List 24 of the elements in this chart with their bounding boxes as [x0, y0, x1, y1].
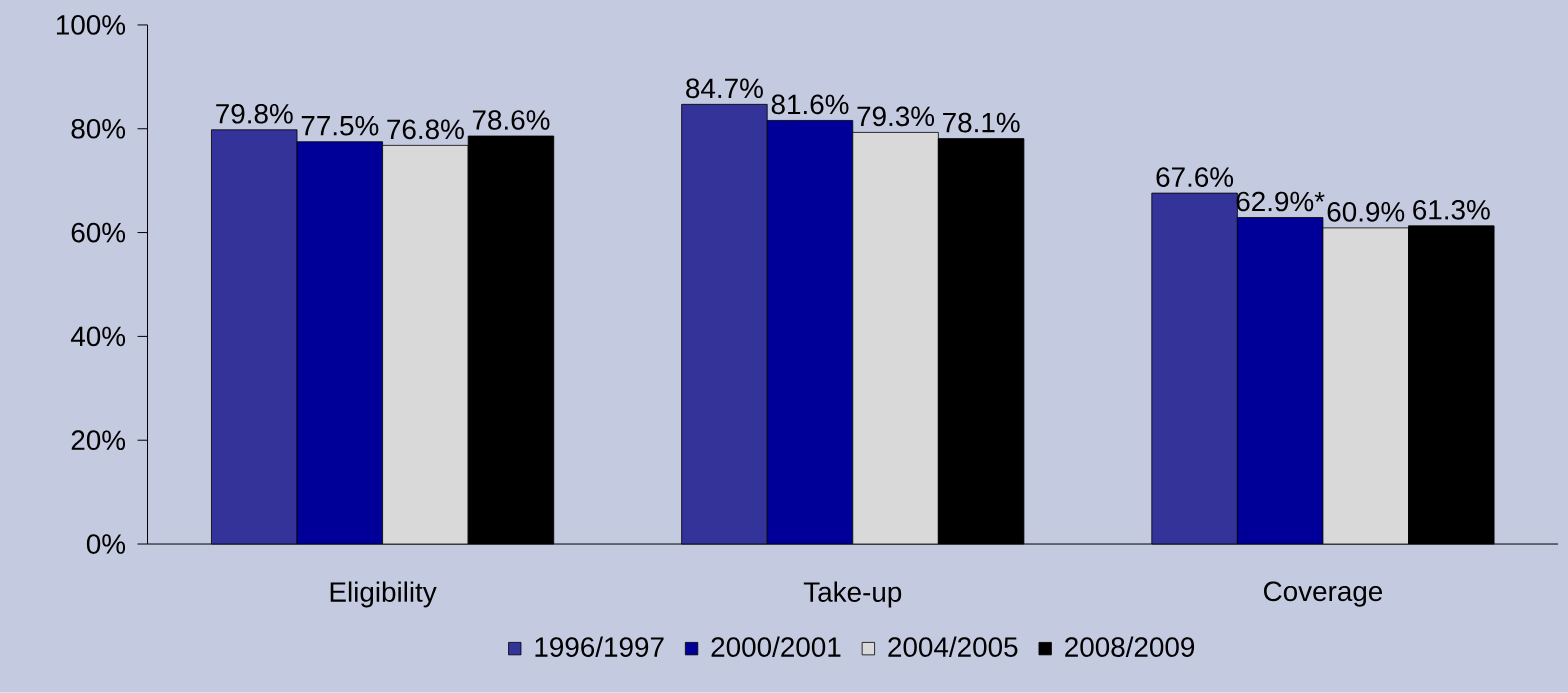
y-tick-label: 0% [86, 534, 126, 554]
x-tick-label: Eligibility [330, 581, 437, 608]
data-label: 78.1% [943, 112, 1020, 133]
y-tick-label: 20% [71, 430, 126, 451]
y-tick-label: 40% [70, 326, 126, 347]
data-label: 81.6% [771, 94, 849, 115]
legend-label: 2000/2001 [711, 636, 841, 657]
x-tick-label: Coverage [1264, 581, 1383, 607]
x-tick-label: Take-up [803, 581, 902, 608]
legend-label: 1996/1997 [535, 636, 664, 657]
data-label: 60.9% [1327, 202, 1405, 222]
data-label: 67.6% [1156, 167, 1234, 188]
data-label: 76.8% [387, 119, 464, 140]
legend-label: 2008/2009 [1065, 636, 1195, 657]
y-tick-label: 100% [56, 15, 126, 35]
data-label: 78.6% [472, 110, 550, 130]
data-label: 79.8% [216, 104, 293, 124]
legend-label: 2004/2005 [888, 636, 1018, 657]
y-tick-label: 60% [71, 222, 126, 243]
y-tick-label: 80% [71, 119, 126, 139]
data-label: 79.3% [857, 106, 935, 127]
data-label: 84.7% [686, 78, 763, 99]
data-label: 61.3% [1413, 200, 1490, 220]
data-label: 77.5% [301, 116, 379, 136]
